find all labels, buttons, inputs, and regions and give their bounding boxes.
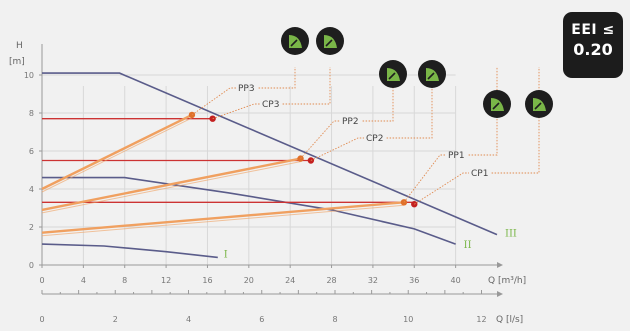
y-axis-label: H xyxy=(16,41,23,51)
x-tick-label: 4 xyxy=(81,276,86,285)
eei-value: 0.20 xyxy=(573,40,613,59)
callout-leader-pp1 xyxy=(403,154,446,203)
pp-line-pp2 xyxy=(41,157,301,212)
callout-riser-pp3 xyxy=(258,67,296,89)
pump-curve-iii xyxy=(42,72,498,236)
x2-axis-arrow xyxy=(497,291,503,297)
x-tick-label: 24 xyxy=(285,276,295,285)
x-tick-label: 40 xyxy=(451,276,461,285)
callout-leader-cp2 xyxy=(310,137,364,161)
callout-riser-cp3 xyxy=(282,67,331,105)
x-axis-label-primary: Q [m³/h] xyxy=(488,276,526,286)
x-tick-label: 16 xyxy=(202,276,212,285)
x-tick-label: 0 xyxy=(39,276,44,285)
pp-line-pp1 xyxy=(41,201,405,234)
mode-icon-group xyxy=(281,27,309,55)
callout-label-pp2: PP2 xyxy=(342,117,359,127)
x-axis-label-secondary: Q [l/s] xyxy=(496,315,523,325)
x2-tick-label: 4 xyxy=(186,315,191,324)
x-tick-label: 28 xyxy=(326,276,336,285)
x-axis-arrow xyxy=(497,262,503,268)
callout-riser-cp2 xyxy=(386,67,433,139)
callout-leader-cp1 xyxy=(414,172,469,205)
pp-line-pp3 xyxy=(41,113,193,191)
callout-label-pp3: PP3 xyxy=(238,84,255,94)
mode-icon-group xyxy=(418,60,446,88)
mode-icon-stroke xyxy=(290,39,298,47)
pp-line-shadow-pp1 xyxy=(41,204,404,237)
curve-callouts: PP3 CP3 PP2 CP2 PP1 CP1 xyxy=(191,67,540,205)
y-axis-unit: [m] xyxy=(9,57,25,67)
pump-curve-label-i: I xyxy=(224,249,228,260)
pump-curve-ii xyxy=(42,176,456,245)
x-tick-label: 12 xyxy=(161,276,171,285)
mode-icon-group xyxy=(483,90,511,118)
callout-label-cp1: CP1 xyxy=(471,169,488,179)
callout-leader-pp2 xyxy=(300,120,340,159)
x2-tick-label: 2 xyxy=(113,315,118,324)
pump-curve-label-iii: III xyxy=(505,229,517,240)
callout-label-cp2: CP2 xyxy=(366,134,383,144)
mode-icon-stroke xyxy=(492,102,500,110)
x-tick-label: 20 xyxy=(244,276,254,285)
mode-icon-group xyxy=(316,27,344,55)
x2-tick-label: 8 xyxy=(332,315,337,324)
x-tick-label: 32 xyxy=(368,276,378,285)
y-tick-label: 8 xyxy=(29,109,34,118)
y-tick-label: 6 xyxy=(29,147,34,156)
operating-point-pp3 xyxy=(188,111,196,119)
x2-tick-label: 0 xyxy=(39,315,44,324)
callout-riser-cp1 xyxy=(491,67,540,174)
pp-line-shadow-pp3 xyxy=(41,117,193,193)
mode-icon-stroke xyxy=(427,72,435,80)
pump-curve-label-ii: II xyxy=(464,240,472,251)
x2-tick-label: 6 xyxy=(259,315,264,324)
callout-leader-pp3 xyxy=(191,87,236,116)
y-tick-label: 4 xyxy=(29,185,34,194)
y-tick-label: 0 xyxy=(29,261,34,270)
pump-curve-i xyxy=(41,243,218,259)
callout-label-cp3: CP3 xyxy=(262,100,279,110)
y-tick-label: 2 xyxy=(29,223,34,232)
pp-line-shadow-pp2 xyxy=(41,161,301,214)
mode-icon-group xyxy=(379,60,407,88)
operating-points xyxy=(188,111,418,208)
eei-label: EEI ≤ xyxy=(571,22,615,38)
x-tick-label: 8 xyxy=(122,276,127,285)
mode-icon-stroke xyxy=(388,72,396,80)
mode-icon-group xyxy=(525,90,553,118)
mode-icon-stroke xyxy=(534,102,542,110)
eei-badge: EEI ≤ 0.20 xyxy=(563,12,623,78)
operating-point-cp1 xyxy=(411,201,418,208)
callout-label-pp1: PP1 xyxy=(448,151,465,161)
callout-leader-cp3 xyxy=(212,103,260,120)
mode-icons xyxy=(281,27,553,118)
x-tick-label: 36 xyxy=(409,276,419,285)
mode-icon-stroke xyxy=(325,39,333,47)
operating-point-pp2 xyxy=(297,155,304,162)
x2-tick-label: 12 xyxy=(476,315,486,324)
y-tick-label: 10 xyxy=(24,71,34,80)
x2-tick-label: 10 xyxy=(403,315,413,324)
